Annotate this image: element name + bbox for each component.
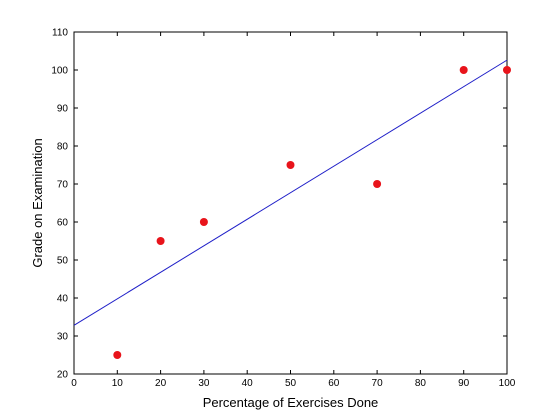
x-tick-label: 40 <box>242 378 254 389</box>
x-tick-label: 70 <box>372 378 384 389</box>
x-axis-label: Percentage of Exercises Done <box>203 395 379 410</box>
data-point <box>113 351 122 359</box>
data-point <box>199 218 208 226</box>
x-tick-label: 90 <box>458 378 470 389</box>
x-tick-label: 30 <box>198 378 210 389</box>
x-tick-label: 60 <box>328 378 340 389</box>
data-point <box>286 161 295 169</box>
x-tick-label: 100 <box>499 378 516 389</box>
x-tick-label: 20 <box>155 378 167 389</box>
x-tick-label: 10 <box>112 378 124 389</box>
y-tick-label: 110 <box>52 28 68 39</box>
y-axis-ticks: 20 30 40 50 60 70 80 90 100 110 <box>51 28 507 381</box>
x-tick-label: 80 <box>415 378 427 389</box>
y-tick-label: 90 <box>57 104 69 115</box>
x-axis-ticks: 0 10 20 30 40 50 60 70 80 90 100 <box>71 32 516 389</box>
data-point <box>373 180 382 188</box>
y-tick-label: 50 <box>57 256 69 267</box>
y-tick-label: 100 <box>51 66 68 77</box>
data-point <box>503 66 511 74</box>
y-tick-label: 60 <box>57 218 69 229</box>
y-tick-label: 40 <box>57 294 69 305</box>
fit-line <box>73 59 508 326</box>
data-point <box>156 237 165 245</box>
x-tick-label: 0 <box>71 378 77 389</box>
x-tick-label: 50 <box>285 378 297 389</box>
y-tick-label: 80 <box>57 142 69 153</box>
series-layer <box>73 59 511 359</box>
y-axis-label: Grade on Examination <box>30 138 45 267</box>
y-tick-label: 30 <box>57 332 69 343</box>
y-tick-label: 70 <box>57 180 69 191</box>
data-point <box>459 66 468 74</box>
y-tick-label: 20 <box>57 370 69 381</box>
